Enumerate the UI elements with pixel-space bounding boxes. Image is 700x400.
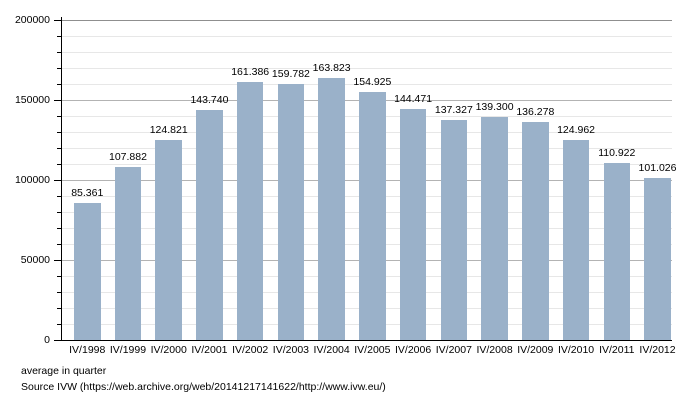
bar-value-label: 136.278 <box>516 105 555 118</box>
y-tick-label: 100000 <box>14 174 50 186</box>
x-tick-label: IV/2009 <box>517 344 554 356</box>
y-axis-tick <box>57 84 61 85</box>
y-axis-tick <box>57 292 61 293</box>
y-axis-tick <box>57 164 61 165</box>
y-axis-tick <box>54 340 61 341</box>
bar-value-label: 139.300 <box>475 101 514 114</box>
y-axis-tick <box>54 100 61 101</box>
x-tick-label: IV/2006 <box>395 344 432 356</box>
y-axis-tick <box>57 132 61 133</box>
y-axis-tick <box>57 212 61 213</box>
x-tick-label: IV/2012 <box>639 344 676 356</box>
y-axis-tick <box>57 116 61 117</box>
y-axis-tick <box>54 180 61 181</box>
bar-IV-2003 <box>277 84 305 340</box>
y-axis-tick <box>57 36 61 37</box>
bar-IV-2004 <box>318 77 345 340</box>
major-gridline <box>62 20 672 21</box>
bar-IV-2000 <box>155 140 182 340</box>
bar-IV-2011 <box>603 162 631 340</box>
y-axis-tick <box>57 228 61 229</box>
chart-source: Source IVW (https://web.archive.org/web/… <box>21 381 386 393</box>
y-axis-tick <box>57 196 61 197</box>
minor-gridline <box>62 36 672 37</box>
bar-IV-2012 <box>644 178 671 340</box>
x-tick-label: IV/1998 <box>69 344 106 356</box>
bar-value-label: 137.327 <box>434 104 473 117</box>
bar-IV-2001 <box>196 110 223 340</box>
y-tick-label: 0 <box>44 334 50 346</box>
bar-IV-2005 <box>359 92 386 340</box>
bar-value-label: 144.471 <box>394 92 433 105</box>
bar-value-label: 107.882 <box>108 151 147 164</box>
y-axis-tick <box>57 276 61 277</box>
x-tick-label: IV/2000 <box>150 344 187 356</box>
bar-value-label: 163.823 <box>312 61 351 74</box>
x-tick-label: IV/2007 <box>435 344 472 356</box>
y-axis-tick <box>57 244 61 245</box>
bar-value-label: 161.386 <box>231 65 270 78</box>
y-tick-label: 50000 <box>20 254 50 266</box>
y-tick-label: 200000 <box>14 14 50 26</box>
x-tick-label: IV/2011 <box>599 344 635 356</box>
bar-value-label: 124.821 <box>149 124 188 137</box>
bar-value-label: 110.922 <box>598 146 636 159</box>
minor-gridline <box>62 68 672 69</box>
x-tick-label: IV/2002 <box>232 344 269 356</box>
y-axis-tick <box>54 20 61 21</box>
bar-IV-2007 <box>440 120 468 340</box>
x-tick-label: IV/2004 <box>313 344 350 356</box>
y-axis-tick <box>54 260 61 261</box>
bar-IV-2006 <box>399 108 427 340</box>
bar-value-label: 143.740 <box>190 94 229 107</box>
y-tick-label: 150000 <box>14 94 50 106</box>
minor-gridline <box>62 52 672 53</box>
y-axis <box>61 17 62 340</box>
x-tick-label: IV/1999 <box>109 344 147 356</box>
bar-IV-2009 <box>522 121 549 340</box>
chart-caption: average in quarter <box>21 365 107 377</box>
minor-gridline <box>62 84 672 85</box>
bar-IV-2002 <box>236 81 264 340</box>
bar-value-label: 101.026 <box>638 162 677 175</box>
y-axis-tick <box>57 308 61 309</box>
y-axis-tick <box>57 68 61 69</box>
bar-IV-2008 <box>481 117 508 340</box>
x-tick-label: IV/2001 <box>191 344 228 356</box>
bar-IV-2010 <box>562 140 590 340</box>
bar-IV-1998 <box>74 203 101 340</box>
y-axis-tick <box>57 148 61 149</box>
y-axis-tick <box>57 324 61 325</box>
y-axis-tick <box>57 52 61 53</box>
x-axis <box>61 340 672 341</box>
bar-value-label: 85.361 <box>71 187 104 200</box>
bar-value-label: 154.925 <box>353 76 392 89</box>
bar-value-label: 159.782 <box>271 68 310 81</box>
x-tick-label: IV/2005 <box>354 344 391 356</box>
bar-IV-1999 <box>114 167 142 340</box>
bar-value-label: 124.962 <box>557 124 596 137</box>
x-tick-label: IV/2010 <box>557 344 595 356</box>
x-tick-label: IV/2008 <box>476 344 513 356</box>
x-tick-label: IV/2003 <box>272 344 309 356</box>
